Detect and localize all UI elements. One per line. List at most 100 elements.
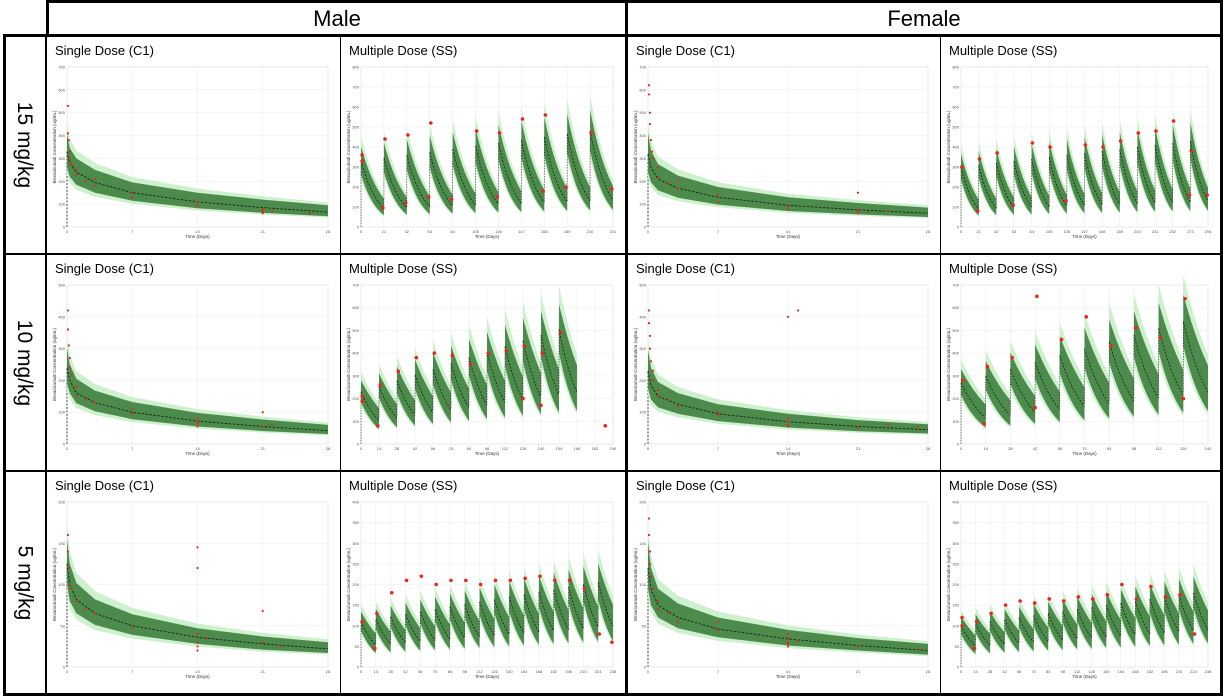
prediction-band-inner xyxy=(379,373,397,428)
chart-male-5-multi: 0 50 100 150 200 250 300 350 400 0 14 28 42 56 70 84 98 1… xyxy=(346,500,617,680)
header-corner xyxy=(0,0,46,34)
median-line xyxy=(406,154,431,208)
observed-point xyxy=(649,575,653,578)
observed-point xyxy=(520,117,525,121)
grid-line-row-1 xyxy=(3,253,1223,255)
observed-point xyxy=(786,642,790,645)
y-tick-label: 200 xyxy=(952,185,959,190)
observed-point xyxy=(972,646,977,651)
grid-line-male-split xyxy=(340,34,341,696)
chart-female-5-multi: 0 50 100 150 200 250 300 350 400 0 14 28 42 56 70 84 98 1… xyxy=(946,500,1212,680)
median-line xyxy=(414,374,434,414)
prediction-band-inner xyxy=(544,117,568,211)
observed-point xyxy=(786,645,790,648)
x-tick-label: 42 xyxy=(405,229,410,234)
y-tick-label: 400 xyxy=(352,500,359,505)
observed-point xyxy=(650,150,654,153)
observed-point xyxy=(989,611,993,616)
observed-point xyxy=(1154,129,1158,133)
observed-point xyxy=(856,427,860,430)
observed-point xyxy=(75,168,78,171)
y-tick-label: 100 xyxy=(352,419,359,424)
median-line xyxy=(523,594,540,633)
observed-point xyxy=(1059,337,1064,342)
x-tick-label: 105 xyxy=(472,229,479,234)
y-tick-label: 500 xyxy=(352,328,359,333)
chart-male-5-single: 0 50 100 150 200 0 7 14 21 28 Time (Days) Bevacizum… xyxy=(52,500,331,680)
prediction-band-inner xyxy=(1183,294,1208,412)
observed-point xyxy=(676,187,680,190)
median-line xyxy=(1154,144,1174,203)
prediction-band-inner xyxy=(498,124,522,212)
observed-point xyxy=(75,395,78,398)
y-tick-label: 0 xyxy=(644,442,647,447)
observed-point xyxy=(916,425,920,428)
prediction-band-inner xyxy=(397,366,415,426)
panel-male-5-single: Single Dose (C1) 0 50 100 150 200 0 7 14 21 28 Time… xyxy=(47,472,340,693)
y-tick-label: 300 xyxy=(639,346,646,351)
observed-point xyxy=(261,212,264,215)
x-tick-label: 210 xyxy=(587,229,594,234)
panel-title: Single Dose (C1) xyxy=(55,478,154,493)
row-label-5mgkg-text: 5 mg/kg xyxy=(13,545,37,620)
observed-point xyxy=(66,550,70,553)
observed-point xyxy=(1149,584,1153,589)
y-tick-label: 400 xyxy=(352,145,359,150)
median-line xyxy=(429,151,453,207)
observed-point xyxy=(649,139,653,142)
observed-point xyxy=(886,209,890,213)
observed-point xyxy=(960,615,964,620)
prediction-band-inner xyxy=(406,139,430,215)
y-axis-label: Bevacizumab Concentration (ug/mL) xyxy=(346,547,351,621)
prediction-band-inner xyxy=(1049,141,1067,214)
x-tick-label: 140 xyxy=(506,669,513,674)
observed-point xyxy=(84,608,87,611)
y-tick-label: 400 xyxy=(639,133,646,138)
observed-point xyxy=(196,422,199,425)
observed-point xyxy=(786,208,790,211)
panel-male-15-multi: Multiple Dose (SS) 0 100 200 300 400 500 600 700… xyxy=(341,37,625,253)
y-tick-label: 0 xyxy=(957,442,960,447)
observed-point xyxy=(426,195,431,199)
y-tick-label: 200 xyxy=(639,500,646,505)
grid-line-female-split xyxy=(940,34,941,696)
observed-point xyxy=(1047,597,1052,601)
x-tick-label: 182 xyxy=(1147,669,1154,674)
y-tick-label: 0 xyxy=(957,225,960,230)
x-tick-label: 21 xyxy=(382,229,387,234)
x-axis-label: Time (Days) xyxy=(185,674,210,679)
observed-point xyxy=(656,599,660,603)
median-line xyxy=(452,148,476,206)
prediction-band-inner xyxy=(494,584,510,647)
prediction-band-inner xyxy=(479,587,495,647)
y-tick-label: 100 xyxy=(639,202,646,207)
y-tick-label: 200 xyxy=(352,185,359,190)
observed-point xyxy=(196,417,199,420)
observed-point xyxy=(68,357,71,360)
observed-point xyxy=(982,421,986,426)
y-axis-label: Bevacizumab Concentration (ug/mL) xyxy=(52,547,57,621)
observed-point xyxy=(786,420,790,423)
observed-point xyxy=(493,578,498,583)
observed-point xyxy=(656,395,660,398)
observed-point xyxy=(1064,199,1068,203)
observed-point xyxy=(1133,326,1138,330)
median-line xyxy=(396,380,416,416)
x-tick-label: 224 xyxy=(1190,669,1197,674)
y-tick-label: 400 xyxy=(58,133,65,138)
x-tick-label: 238 xyxy=(610,669,617,674)
observed-point xyxy=(995,151,999,155)
x-tick-label: 84 xyxy=(1029,229,1034,234)
x-tick-label: 210 xyxy=(1134,229,1141,234)
median-line xyxy=(1134,600,1151,635)
prediction-band-inner xyxy=(433,352,451,423)
x-tick-label: 84 xyxy=(1046,669,1051,674)
figure-grid xyxy=(3,34,1223,696)
observed-point xyxy=(449,197,454,201)
median-line xyxy=(582,584,599,628)
column-header-male: Male xyxy=(46,0,628,34)
x-tick-label: 126 xyxy=(1064,229,1071,234)
x-tick-label: 21 xyxy=(976,229,981,234)
prediction-band-inner xyxy=(1035,344,1060,423)
y-tick-label: 400 xyxy=(952,351,959,356)
